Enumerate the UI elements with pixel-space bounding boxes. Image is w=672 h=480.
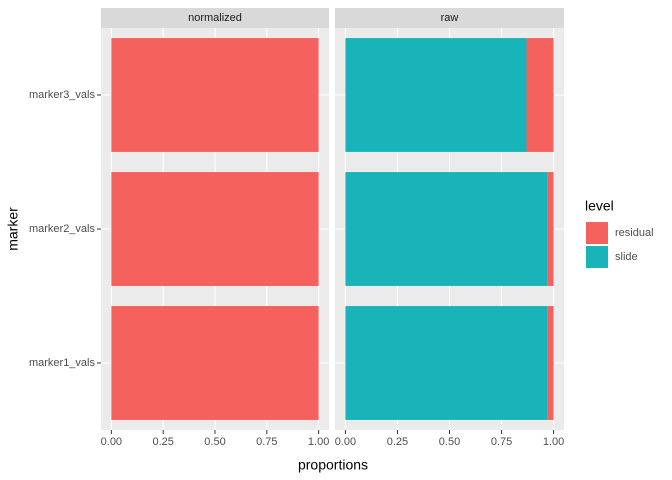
legend-key (586, 222, 608, 244)
y-tick-label: marker1_vals (29, 357, 96, 369)
y-tick-label: marker2_vals (29, 223, 96, 235)
legend-label: slide (615, 251, 638, 263)
y-tick-label: marker3_vals (29, 89, 96, 101)
facet-label: normalized (188, 12, 242, 24)
bar-segment (526, 38, 554, 152)
facet-strip (335, 8, 564, 28)
bar-segment (111, 172, 319, 286)
bar-segment (345, 38, 527, 152)
y-axis-title: marker (5, 207, 21, 251)
x-tick-label: 0.50 (204, 436, 225, 448)
bar-segment (547, 306, 554, 420)
x-tick-label: 1.00 (543, 436, 564, 448)
x-axis-title: proportions (298, 457, 368, 473)
legend-label: residual (615, 227, 654, 239)
x-tick-label: 0.75 (256, 436, 277, 448)
x-tick-label: 0.00 (335, 436, 356, 448)
x-tick-label: 0.75 (491, 436, 512, 448)
x-tick-label: 1.00 (308, 436, 329, 448)
legend-key (586, 246, 608, 268)
bar-segment (547, 172, 554, 286)
x-tick-label: 0.25 (387, 436, 408, 448)
bar-segment (345, 172, 548, 286)
bar-segment (111, 306, 319, 420)
facet-label: raw (441, 12, 459, 24)
x-tick-label: 0.00 (101, 436, 122, 448)
facet-strip (101, 8, 329, 28)
bar-segment (345, 306, 548, 420)
x-tick-label: 0.25 (152, 436, 173, 448)
bar-segment (111, 38, 319, 152)
x-tick-label: 0.50 (439, 436, 460, 448)
legend-title: level (585, 198, 614, 214)
